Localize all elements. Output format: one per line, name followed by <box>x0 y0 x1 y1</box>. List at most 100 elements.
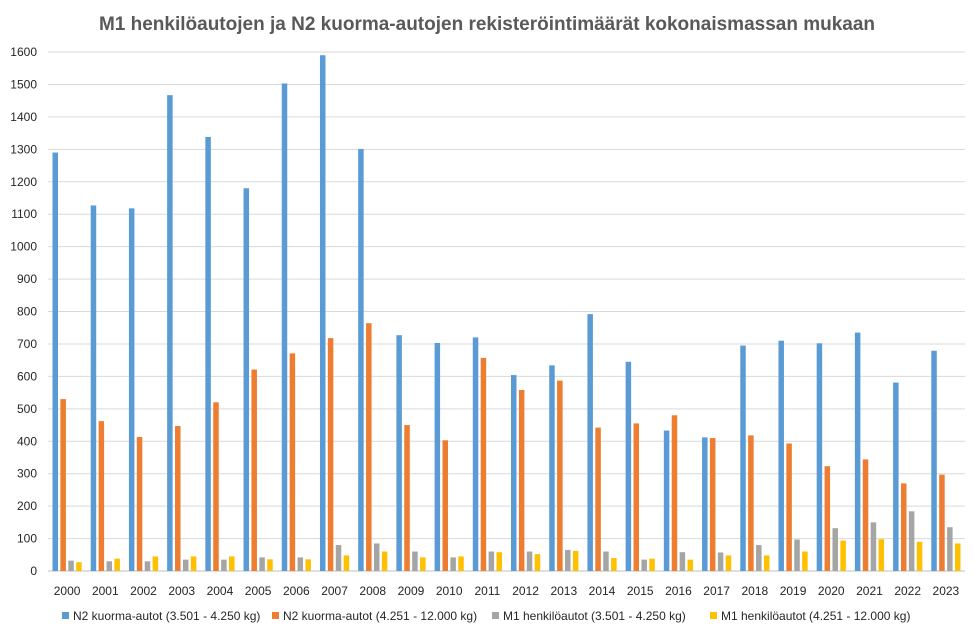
y-tick-label: 200 <box>17 499 37 513</box>
bar <box>595 427 601 571</box>
x-tick-label: 2019 <box>780 584 807 598</box>
bar <box>832 528 838 571</box>
bar <box>572 550 579 571</box>
x-tick-label: 2007 <box>321 584 348 598</box>
x-tick-label: 2004 <box>207 584 234 598</box>
bar <box>854 332 861 571</box>
bar <box>518 389 525 571</box>
bar <box>679 552 686 571</box>
bar <box>305 559 311 571</box>
bar <box>205 136 211 571</box>
x-axis-ticks: 2000 2001 2002 2003 2004 2005 2006 2007 2008 2009… <box>54 584 960 598</box>
x-tick-label: 2012 <box>512 584 539 598</box>
bar <box>229 556 235 571</box>
bar <box>717 552 724 571</box>
x-tick-label: 2003 <box>168 584 195 598</box>
bar <box>68 560 74 571</box>
bar <box>900 483 907 571</box>
y-axis-ticks: 0 100 200 300 400 500 600 700 800 900 1000 1100 1200… <box>10 45 37 578</box>
bar <box>213 402 219 571</box>
bar <box>878 539 885 571</box>
bar <box>870 522 877 571</box>
x-tick-label: 2016 <box>665 584 692 598</box>
bar <box>128 208 135 571</box>
x-tick-label: 2022 <box>894 584 921 598</box>
bar <box>763 555 770 571</box>
bar <box>549 365 555 571</box>
bar <box>396 335 402 571</box>
bar <box>144 561 151 571</box>
bars <box>52 55 961 572</box>
legend-label: M1 henkilöautot (4.251 - 12.000 kg) <box>721 609 910 623</box>
x-tick-label: 2018 <box>742 584 769 598</box>
bar <box>319 55 326 571</box>
bar <box>778 340 784 571</box>
y-tick-label: 0 <box>30 564 37 578</box>
y-tick-label: 1600 <box>10 45 37 59</box>
bar <box>565 549 571 571</box>
bar <box>182 559 189 571</box>
legend: N2 kuorma-autot (3.501 - 4.250 kg) N2 kuo… <box>62 609 910 623</box>
bar <box>358 148 364 571</box>
bar <box>190 556 197 571</box>
x-tick-label: 2008 <box>359 584 386 598</box>
bar <box>152 556 159 571</box>
bar <box>243 188 250 572</box>
bar <box>908 511 915 571</box>
bar <box>98 421 105 571</box>
y-tick-label: 1300 <box>10 142 37 156</box>
bar <box>404 425 410 571</box>
bar <box>663 430 670 571</box>
bar <box>649 558 655 571</box>
legend-swatch <box>492 612 499 619</box>
bar <box>526 551 533 571</box>
chart-title: M1 henkilöautojen ja N2 kuorma-autojen r… <box>99 14 875 35</box>
bar <box>641 559 647 571</box>
legend-label: N2 kuorma-autot (4.251 - 12.000 kg) <box>283 609 477 623</box>
y-tick-label: 500 <box>17 402 37 416</box>
bar <box>954 543 961 571</box>
bar <box>611 558 617 571</box>
legend-swatch <box>272 612 279 619</box>
legend-label: N2 kuorma-autot (3.501 - 4.250 kg) <box>73 609 260 623</box>
bar <box>52 152 59 571</box>
bar <box>297 557 304 571</box>
bar <box>472 337 479 571</box>
bar <box>939 474 945 571</box>
bar <box>671 415 678 571</box>
bar <box>136 437 143 571</box>
y-tick-label: 1200 <box>10 175 37 189</box>
bar <box>289 353 296 571</box>
gridlines <box>48 51 965 572</box>
x-tick-label: 2000 <box>54 584 81 598</box>
bar <box>687 559 694 571</box>
bar <box>366 323 372 571</box>
bar <box>114 558 120 571</box>
x-tick-label: 2020 <box>818 584 845 598</box>
y-tick-label: 600 <box>17 369 37 383</box>
bar <box>420 557 426 571</box>
x-tick-label: 2023 <box>933 584 960 598</box>
bar <box>534 554 541 571</box>
bar <box>106 561 113 571</box>
bar <box>725 555 732 571</box>
x-tick-label: 2021 <box>856 584 883 598</box>
y-tick-label: 1500 <box>10 77 37 91</box>
bar <box>511 375 517 571</box>
bar <box>60 399 66 571</box>
x-tick-label: 2010 <box>436 584 463 598</box>
y-tick-label: 900 <box>17 272 37 286</box>
x-tick-label: 2013 <box>550 584 577 598</box>
bar <box>496 552 502 571</box>
bar <box>709 438 716 571</box>
bar <box>90 205 97 571</box>
y-tick-label: 800 <box>17 305 37 319</box>
bar <box>458 556 464 571</box>
bar <box>603 551 609 571</box>
bar <box>450 557 456 571</box>
bar <box>587 314 593 571</box>
bar <box>251 369 257 571</box>
y-tick-label: 1100 <box>11 207 37 221</box>
legend-swatch <box>62 612 69 619</box>
bar <box>175 426 181 571</box>
